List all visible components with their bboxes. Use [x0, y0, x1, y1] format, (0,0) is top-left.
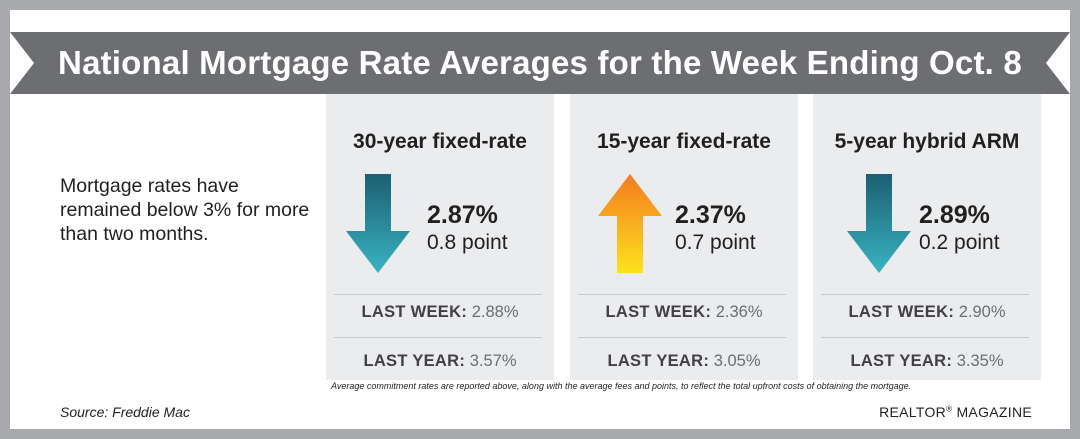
points-value: 0.7 point: [675, 231, 756, 254]
divider: [821, 337, 1029, 338]
last-year-label: LAST YEAR:: [607, 352, 710, 370]
rate-card-15-year: 15-year fixed-rate 2.37% 0.7 point LAST …: [570, 94, 798, 380]
current-rate: 2.87%: [427, 201, 498, 229]
last-year-label: LAST YEAR:: [363, 352, 466, 370]
last-year-value: 3.05%: [713, 352, 761, 370]
last-week-value: 2.88%: [471, 303, 519, 321]
last-week-label: LAST WEEK:: [605, 303, 712, 321]
source-credit: Source: Freddie Mac: [60, 404, 190, 420]
last-week-row: LAST WEEK: 2.90%: [813, 303, 1041, 322]
last-year-row: LAST YEAR: 3.35%: [813, 352, 1041, 371]
infographic-frame: National Mortgage Rate Averages for the …: [10, 10, 1070, 429]
card-title: 5-year hybrid ARM: [834, 130, 1020, 153]
title-banner: National Mortgage Rate Averages for the …: [10, 32, 1070, 94]
card-title: 30-year fixed-rate: [353, 130, 527, 153]
rate-card-30-year: 30-year fixed-rate 2.87% 0.8 point LAST …: [326, 94, 554, 380]
footnote: Average commitment rates are reported ab…: [331, 381, 912, 391]
points-value: 0.2 point: [919, 231, 1000, 254]
intro-text: Mortgage rates have remained below 3% fo…: [60, 175, 310, 245]
divider: [578, 337, 786, 338]
current-rate: 2.89%: [919, 201, 990, 229]
points-value: 0.8 point: [427, 231, 508, 254]
current-rate: 2.37%: [675, 201, 746, 229]
last-week-row: LAST WEEK: 2.36%: [570, 303, 798, 322]
publisher-name: REALTOR: [879, 404, 947, 420]
last-week-label: LAST WEEK:: [848, 303, 955, 321]
divider: [578, 294, 786, 295]
down-arrow-icon: [847, 174, 911, 273]
last-year-row: LAST YEAR: 3.57%: [326, 352, 554, 371]
card-title: 15-year fixed-rate: [597, 130, 771, 153]
last-year-label: LAST YEAR:: [850, 352, 953, 370]
down-arrow-icon: [346, 174, 410, 273]
last-week-label: LAST WEEK:: [361, 303, 468, 321]
rate-card-5-year-arm: 5-year hybrid ARM 2.89% 0.2 point LAST W…: [813, 94, 1041, 380]
last-year-value: 3.35%: [956, 352, 1004, 370]
last-week-value: 2.36%: [715, 303, 763, 321]
divider: [334, 294, 542, 295]
last-year-value: 3.57%: [469, 352, 517, 370]
registered-mark: ®: [946, 404, 953, 414]
publisher-suffix: MAGAZINE: [956, 404, 1032, 420]
up-arrow-icon: [598, 174, 662, 273]
divider: [821, 294, 1029, 295]
divider: [334, 337, 542, 338]
page-title: National Mortgage Rate Averages for the …: [58, 44, 1022, 81]
last-year-row: LAST YEAR: 3.05%: [570, 352, 798, 371]
last-week-value: 2.90%: [958, 303, 1006, 321]
last-week-row: LAST WEEK: 2.88%: [326, 303, 554, 322]
publisher-logo: REALTOR® MAGAZINE: [879, 404, 1032, 420]
banner-ribbon-shape: [10, 32, 1070, 94]
